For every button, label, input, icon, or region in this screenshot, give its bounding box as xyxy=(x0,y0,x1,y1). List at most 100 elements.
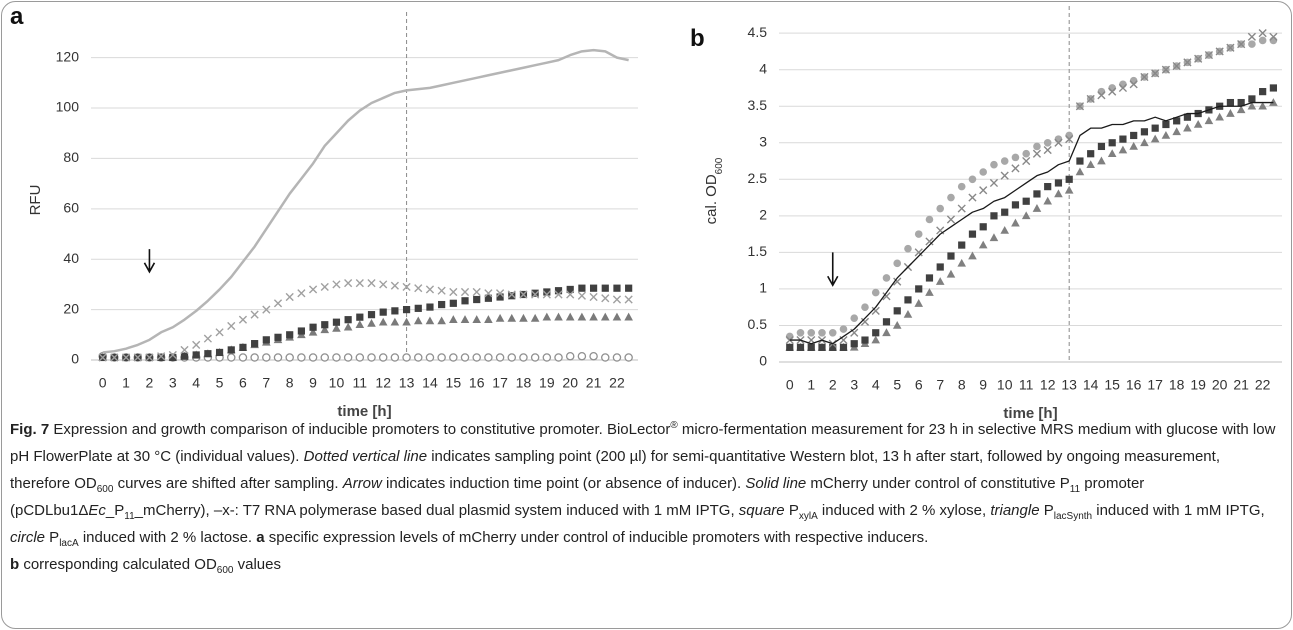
data-point xyxy=(554,353,563,362)
data-point xyxy=(1086,94,1095,104)
caption-sub: 600 xyxy=(96,484,114,495)
data-point xyxy=(413,316,423,325)
data-point xyxy=(566,285,574,294)
data-point xyxy=(461,297,469,305)
x-tick-label: 14 xyxy=(422,375,438,391)
data-point xyxy=(180,352,189,360)
caption-text: P xyxy=(1039,502,1054,519)
caption-sub: 600 xyxy=(216,565,234,576)
data-point xyxy=(872,329,880,337)
data-point xyxy=(1248,95,1256,103)
data-point xyxy=(519,353,528,362)
data-point xyxy=(379,308,387,316)
data-point xyxy=(1011,153,1020,162)
x-tick-label: 5 xyxy=(216,375,224,391)
data-point xyxy=(507,290,516,299)
data-point xyxy=(1140,72,1149,82)
data-point xyxy=(1204,50,1214,60)
data-point xyxy=(1258,36,1267,45)
data-point xyxy=(565,351,575,361)
y-tick-label: 1.5 xyxy=(748,243,768,259)
x-tick-label: 10 xyxy=(329,375,345,391)
x-tick-label: 7 xyxy=(262,375,270,391)
caption-sub: 11 xyxy=(124,511,135,522)
data-point xyxy=(612,295,622,304)
data-point xyxy=(343,322,353,331)
y-tick-label: 0 xyxy=(71,351,79,367)
data-point xyxy=(957,204,966,213)
panel-label: a xyxy=(10,3,24,30)
data-point xyxy=(262,353,271,362)
data-point xyxy=(495,353,505,362)
data-point xyxy=(1172,127,1181,136)
data-point xyxy=(1130,131,1138,140)
data-point xyxy=(460,353,470,362)
data-point xyxy=(871,335,881,344)
y-tick-label: 3 xyxy=(759,133,767,149)
caption-text: induced with 2 % lactose. xyxy=(78,529,257,546)
data-point xyxy=(437,353,446,362)
data-point xyxy=(1001,208,1009,216)
data-point xyxy=(1129,76,1138,85)
caption-sub: lacA xyxy=(59,538,79,549)
y-axis-label-text: RFU xyxy=(27,185,44,216)
data-point xyxy=(438,300,446,309)
data-point xyxy=(121,353,131,362)
data-point xyxy=(1044,183,1052,191)
data-point xyxy=(1269,84,1278,92)
data-point xyxy=(828,328,837,337)
x-tick-label: 14 xyxy=(1083,377,1099,393)
data-point xyxy=(531,290,540,299)
data-point xyxy=(320,325,330,334)
data-point xyxy=(286,331,294,339)
data-point xyxy=(367,311,376,319)
data-point xyxy=(250,310,259,319)
data-point xyxy=(1140,138,1149,147)
x-axis-label: time [h] xyxy=(1003,405,1057,422)
data-point xyxy=(882,274,891,282)
x-tick-label: 3 xyxy=(169,375,177,391)
x-tick-label: 4 xyxy=(192,375,200,391)
y-tick-label: 4.5 xyxy=(748,24,768,40)
data-point xyxy=(378,353,388,362)
data-point xyxy=(472,287,481,297)
data-point xyxy=(1247,101,1257,110)
data-point xyxy=(1000,157,1009,165)
caption-text: indicates induction time point (or absen… xyxy=(381,475,746,492)
caption-text: P xyxy=(784,502,799,519)
y-tick-label: 0 xyxy=(759,353,767,369)
caption-text: corresponding calculated OD xyxy=(19,556,217,573)
data-point xyxy=(1043,145,1052,155)
data-point xyxy=(871,288,880,297)
data-point xyxy=(355,320,365,329)
data-point xyxy=(332,353,341,362)
data-point xyxy=(818,343,826,351)
data-point xyxy=(1065,131,1073,140)
data-point xyxy=(169,353,177,362)
data-point xyxy=(1032,149,1042,158)
caption-text: indicates sampling point (200 µl) for se… xyxy=(10,448,1220,492)
data-point xyxy=(807,343,815,351)
data-point xyxy=(495,313,505,322)
data-point xyxy=(1043,138,1052,147)
data-point xyxy=(414,353,423,362)
data-point xyxy=(601,353,610,362)
y-axis-label: cal. OD600 xyxy=(703,157,725,224)
data-point xyxy=(1033,142,1041,151)
data-point xyxy=(484,353,493,362)
data-point xyxy=(1097,87,1106,96)
x-tick-label: 4 xyxy=(872,377,880,393)
data-point xyxy=(344,316,352,324)
series-line xyxy=(789,101,1274,345)
data-point xyxy=(1011,164,1020,173)
data-point xyxy=(425,353,435,362)
x-tick-label: 7 xyxy=(936,377,944,393)
data-point xyxy=(168,350,177,360)
data-point xyxy=(192,340,201,349)
data-point xyxy=(215,348,224,357)
data-point xyxy=(1226,98,1235,107)
data-point xyxy=(543,288,551,296)
data-point xyxy=(145,353,154,362)
data-point xyxy=(238,315,248,324)
data-point xyxy=(1054,189,1063,198)
